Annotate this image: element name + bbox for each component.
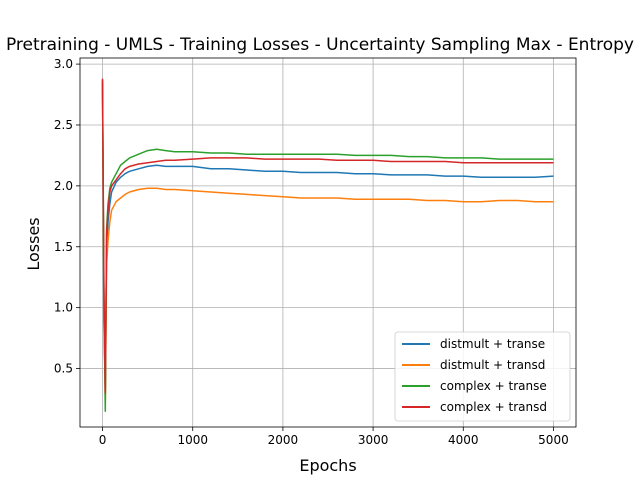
- legend-label: distmult + transd: [440, 358, 545, 372]
- legend: distmult + transe distmult + transd comple…: [394, 331, 571, 422]
- legend-label: distmult + transe: [440, 337, 545, 351]
- y-tick-label: 1.0: [54, 301, 73, 315]
- y-axis-title: Losses: [24, 217, 43, 270]
- x-axis-title: Epochs: [299, 456, 356, 475]
- series-line-4: [101, 78, 554, 394]
- x-tick-label: 1000: [177, 433, 208, 447]
- y-tick-label: 1.5: [54, 240, 73, 254]
- x-tick-label: 3000: [358, 433, 389, 447]
- x-tick-label: 0: [99, 433, 107, 447]
- series-line-2: [101, 88, 554, 404]
- x-tick-label: 4000: [448, 433, 479, 447]
- x-tick-label: 2000: [268, 433, 299, 447]
- x-tick-label: 5000: [538, 433, 569, 447]
- legend-label: complex + transd: [440, 400, 547, 414]
- x-axis: 0 1000 2000 3000 4000 5000: [99, 427, 569, 447]
- y-tick-label: 2.5: [54, 118, 73, 132]
- y-tick-label: 3.0: [54, 57, 73, 71]
- series-layer: [101, 78, 554, 412]
- series-line-3: [101, 79, 554, 412]
- grid: [80, 58, 576, 427]
- y-tick-label: 0.5: [54, 362, 73, 376]
- y-tick-label: 2.0: [54, 179, 73, 193]
- plot-frame: [79, 57, 577, 428]
- series-line-1: [101, 82, 554, 388]
- legend-box: [394, 331, 571, 422]
- legend-label: complex + transe: [440, 379, 547, 393]
- chart-title: Pretraining - UMLS - Training Losses - U…: [6, 35, 634, 55]
- y-axis: 0.5 1.0 1.5 2.0 2.5 3.0: [54, 57, 80, 376]
